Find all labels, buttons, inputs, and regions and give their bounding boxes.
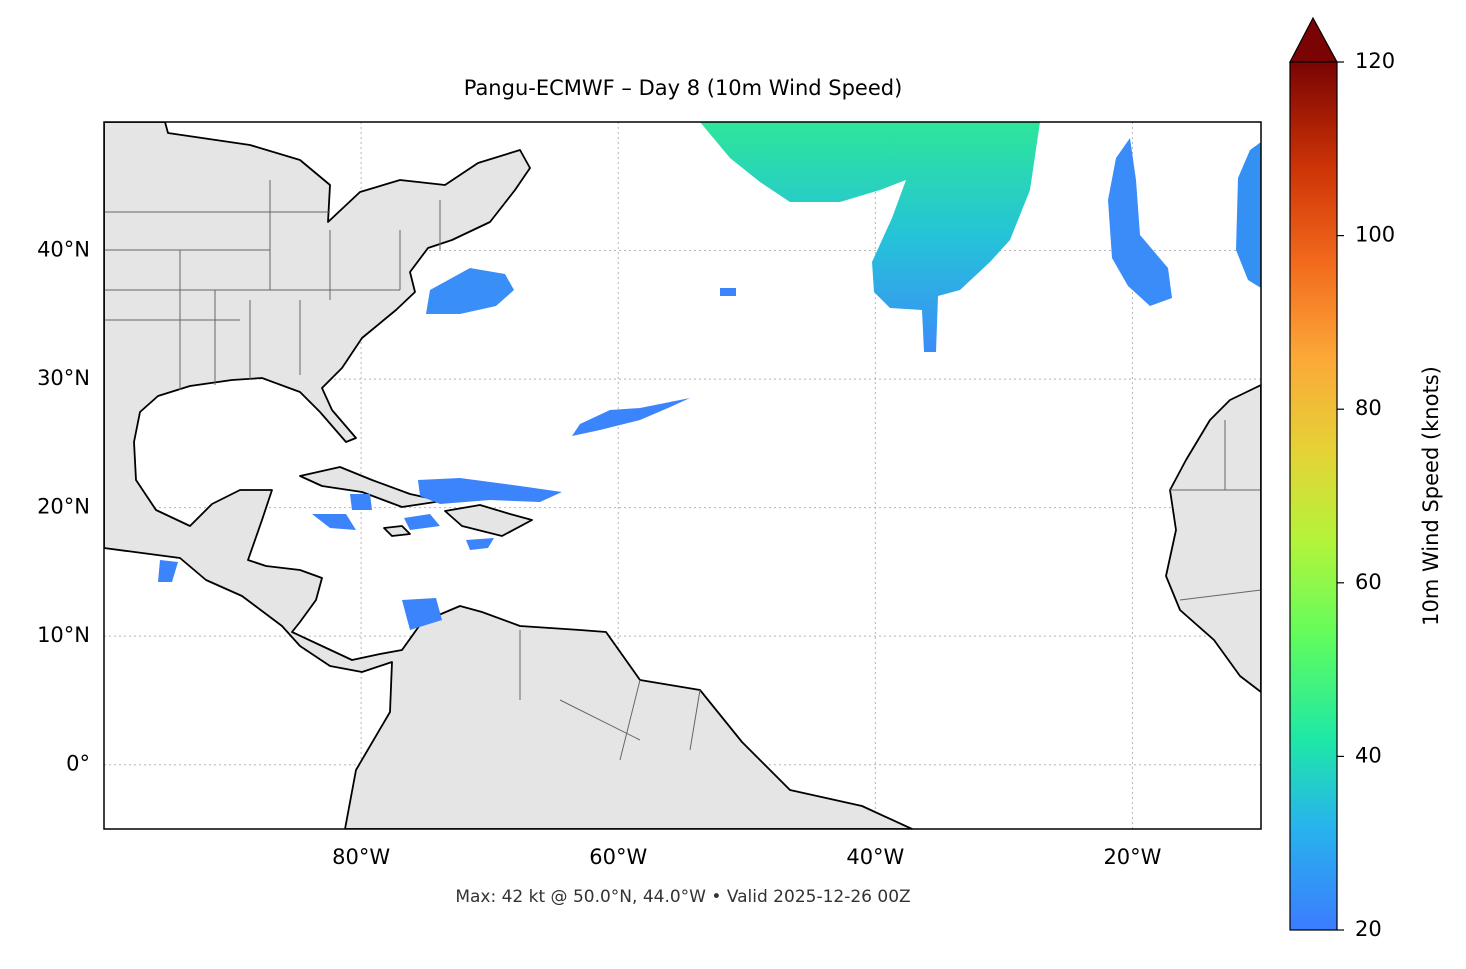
colorbar-tick-label: 20 xyxy=(1355,917,1382,941)
colorbar-tick-label: 80 xyxy=(1355,396,1382,420)
land-africa xyxy=(1165,384,1261,693)
y-tick-label: 0° xyxy=(66,752,90,776)
colorbar-label: 10m Wind Speed (knots) xyxy=(1419,366,1443,626)
x-tick-label: 80°W xyxy=(332,845,390,869)
wind-region xyxy=(572,398,690,436)
wind-region xyxy=(312,494,494,550)
land-americas xyxy=(104,122,913,829)
colorbar: 10m Wind Speed (knots) 20 40 60 80 100 120 xyxy=(1289,16,1443,941)
x-tick-label: 60°W xyxy=(589,845,647,869)
colorbar-tick-label: 40 xyxy=(1355,743,1382,767)
y-tick-label: 20°N xyxy=(37,495,90,519)
colorbar-extend xyxy=(1289,16,1339,63)
footnote: Max: 42 kt @ 50.0°N, 44.0°W • Valid 2025… xyxy=(455,887,910,907)
y-tick-label: 10°N xyxy=(37,623,90,647)
land-hispaniola xyxy=(444,504,533,537)
wind-region xyxy=(700,122,1040,352)
y-tick-label: 30°N xyxy=(37,366,90,390)
land-jamaica xyxy=(383,525,411,537)
colorbar-tick-label: 120 xyxy=(1355,49,1395,73)
map-area xyxy=(104,122,1261,829)
colorbar-gradient xyxy=(1289,61,1338,931)
wind-region xyxy=(1108,138,1172,306)
colorbar-tick-label: 60 xyxy=(1355,570,1382,594)
wind-region xyxy=(426,268,514,314)
colorbar-tick-label: 100 xyxy=(1355,223,1395,247)
wind-region xyxy=(1236,142,1261,288)
axis-ticks: 80°W 60°W 40°W 20°W 0° 10°N 20°N 30°N 40°N xyxy=(37,238,1162,869)
map-frame xyxy=(103,121,1262,830)
chart-title: Pangu-ECMWF – Day 8 (10m Wind Speed) xyxy=(464,76,903,100)
x-tick-label: 20°W xyxy=(1103,845,1161,869)
wind-region xyxy=(418,478,562,504)
x-tick-label: 40°W xyxy=(846,845,904,869)
state-borders xyxy=(104,180,1261,761)
y-tick-label: 40°N xyxy=(37,238,90,262)
